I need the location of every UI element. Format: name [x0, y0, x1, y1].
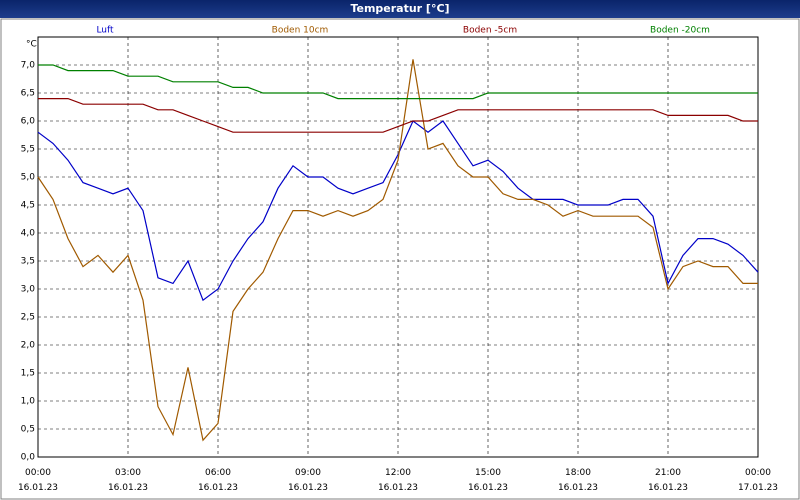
- x-tick-label: 00:00 16.01.23: [17, 468, 59, 493]
- legend-label: Boden -20cm: [650, 26, 710, 36]
- y-tick-label: 3,0: [21, 285, 36, 295]
- y-tick-label: 5,5: [21, 145, 35, 155]
- y-tick-label: 0,5: [21, 425, 35, 435]
- chart-title: Temperatur [°C]: [0, 0, 800, 18]
- legend-label: Boden 10cm: [272, 26, 329, 36]
- y-tick-label: 1,0: [21, 397, 36, 407]
- series-line: [37, 120, 759, 302]
- y-tick-label: 4,0: [21, 229, 36, 239]
- y-tick-label: 5,0: [21, 173, 36, 183]
- y-tick-label: 2,0: [21, 341, 36, 351]
- y-tick-label: 7,0: [21, 61, 36, 71]
- series-line: [37, 59, 758, 442]
- y-tick-label: 0,0: [21, 453, 36, 463]
- x-tick-label: 06:00 16.01.23: [197, 468, 239, 493]
- x-tick-label: 12:00 16.01.23: [377, 468, 419, 493]
- series-line: [38, 64, 758, 100]
- x-tick-label: 21:00 16.01.23: [647, 468, 689, 493]
- x-tick-label: 18:00 16.01.23: [557, 468, 599, 493]
- legend-label: Luft: [96, 26, 114, 36]
- x-tick-label: 00:00 17.01.23: [737, 468, 779, 493]
- x-tick-label: 03:00 16.01.23: [107, 468, 149, 493]
- legend-label: Boden -5cm: [463, 26, 517, 36]
- y-tick-label: 1,5: [21, 369, 35, 379]
- frame: [0, 18, 800, 500]
- y-tick-label: 4,5: [21, 201, 35, 211]
- y-tick-label: 3,5: [21, 257, 35, 267]
- y-tick-label: 6,5: [21, 89, 35, 99]
- series-line: [38, 97, 758, 133]
- x-tick-label: 15:00 16.01.23: [467, 468, 509, 493]
- y-axis-label: °C: [26, 40, 37, 50]
- x-tick-label: 09:00 16.01.23: [287, 468, 329, 493]
- y-tick-label: 2,5: [21, 313, 35, 323]
- y-tick-label: 6,0: [21, 117, 36, 127]
